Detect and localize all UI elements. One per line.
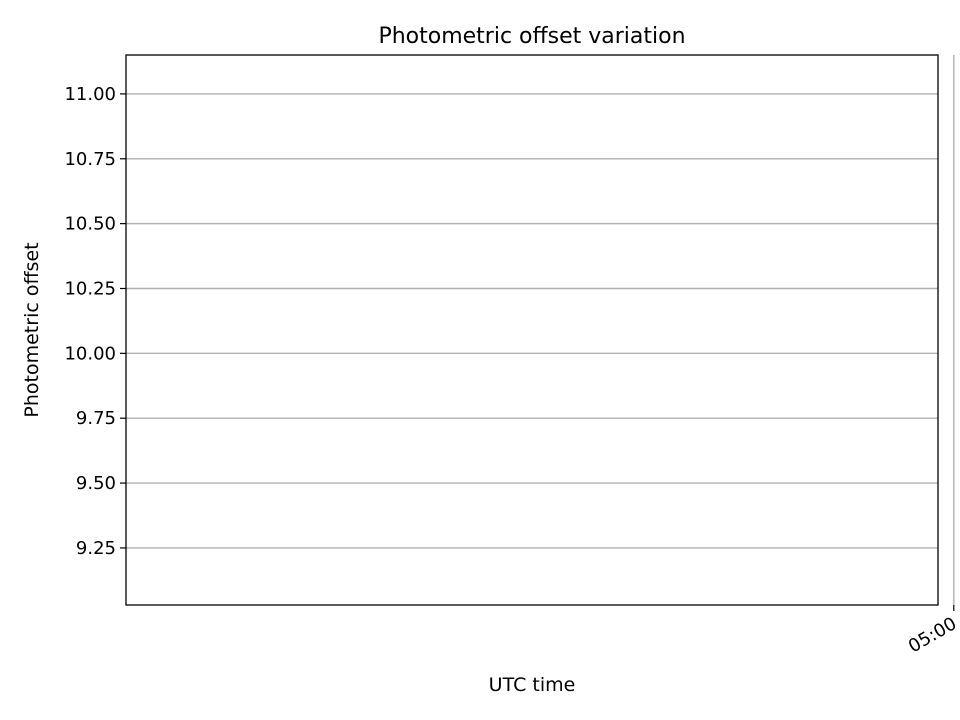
plot-frame <box>125 54 939 606</box>
y-tick-label: 10.25 <box>64 278 116 299</box>
y-tick-label: 9.25 <box>76 538 116 559</box>
chart-title: Photometric offset variation <box>378 24 685 49</box>
x-axis-label: UTC time <box>489 674 576 696</box>
y-tick-label: 10.75 <box>64 149 116 170</box>
grid <box>126 55 955 605</box>
y-tick-label: 9.50 <box>76 473 116 494</box>
y-axis-ticks: 9.25 9.50 9.75 10.00 10.25 10.50 10.75 11.00 <box>64 84 126 559</box>
y-tick-label: 10.00 <box>64 343 116 364</box>
y-tick-label: 10.50 <box>64 214 116 235</box>
y-tick-label: 11.00 <box>64 84 116 105</box>
y-tick-label: 9.75 <box>76 408 116 429</box>
y-axis-label: Photometric offset <box>21 242 43 417</box>
